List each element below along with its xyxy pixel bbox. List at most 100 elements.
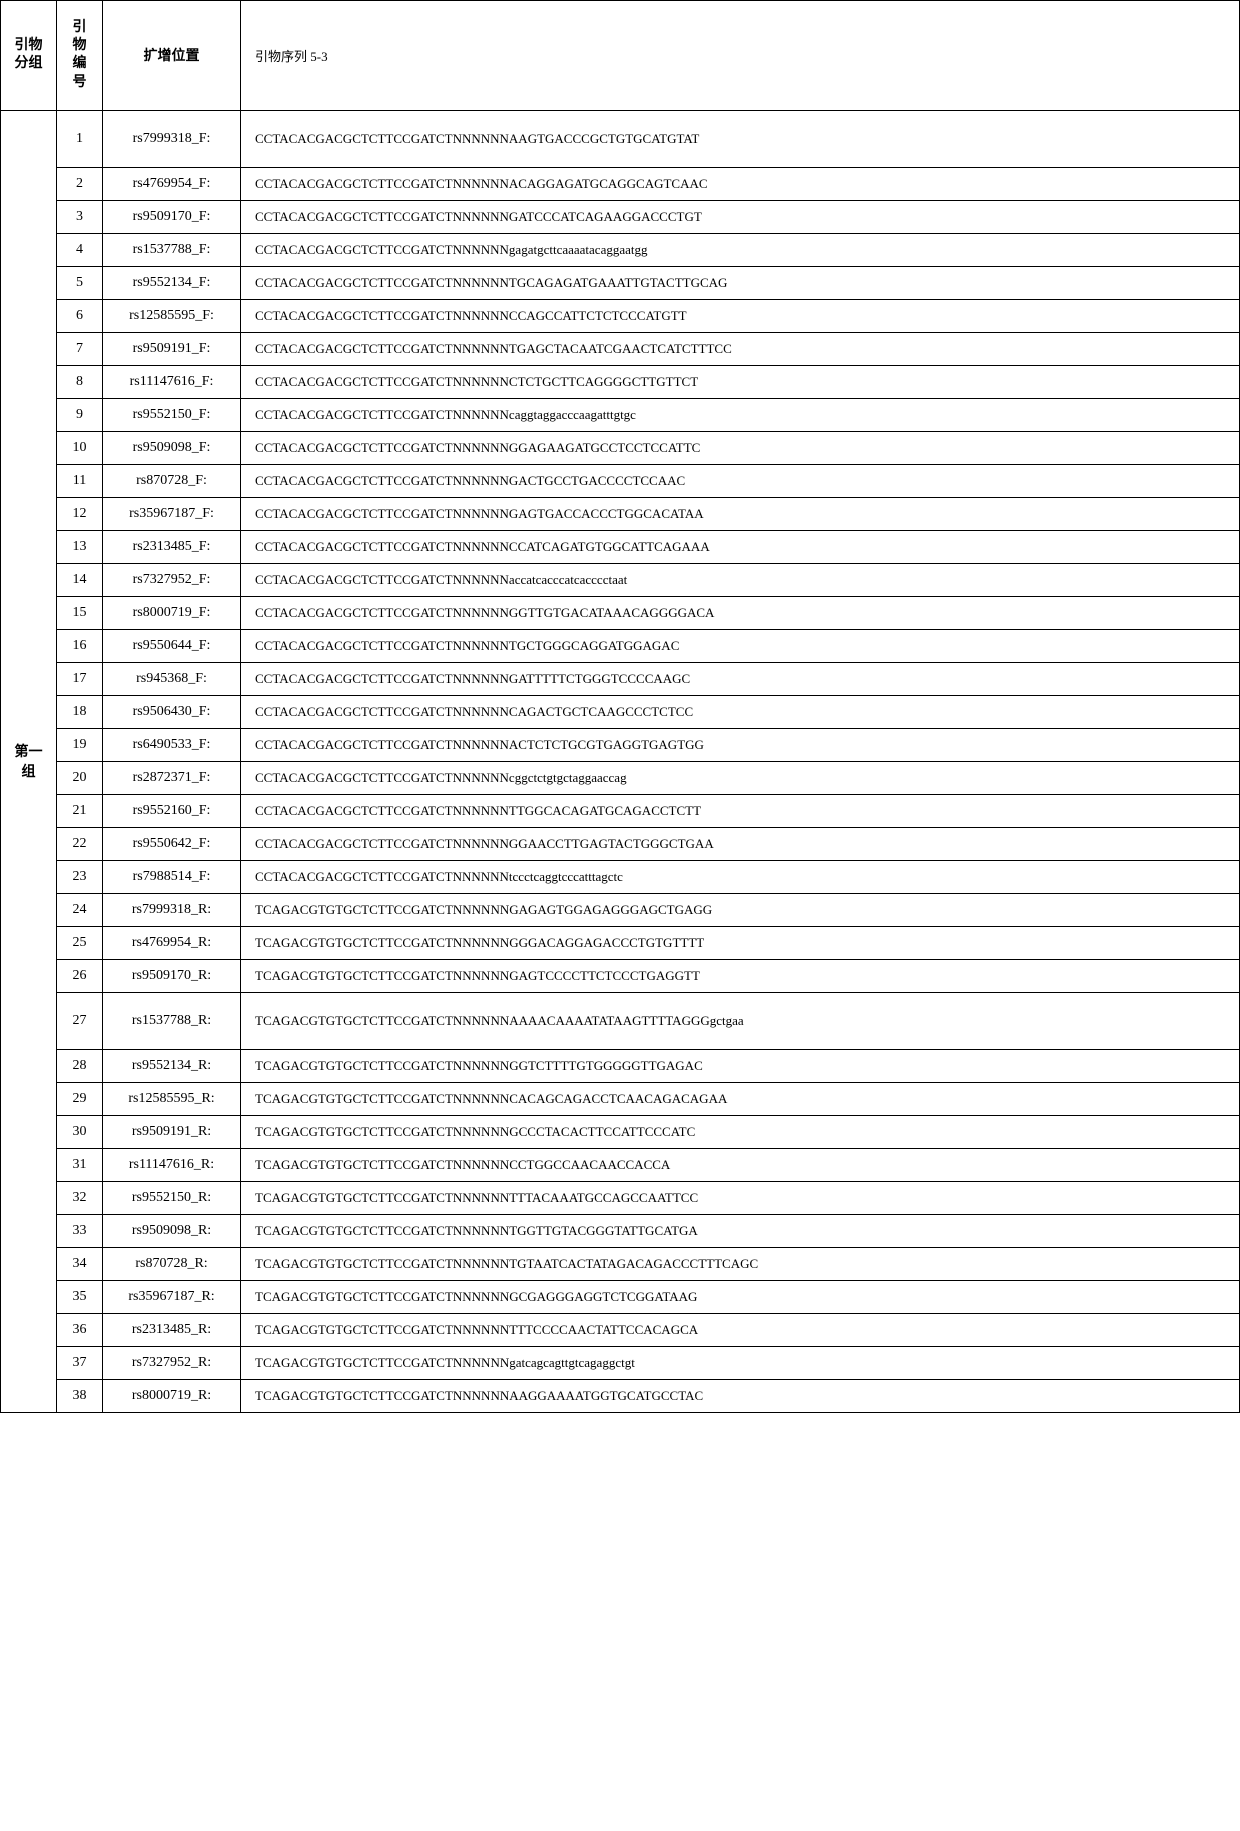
num-cell: 19 xyxy=(57,728,103,761)
seq-cell: CCTACACGACGCTCTTCCGATCTNNNNNNAAGTGACCCGC… xyxy=(241,110,1240,167)
table-row: 5rs9552134_F:CCTACACGACGCTCTTCCGATCTNNNN… xyxy=(1,266,1240,299)
table-row: 10rs9509098_F:CCTACACGACGCTCTTCCGATCTNNN… xyxy=(1,431,1240,464)
num-cell: 35 xyxy=(57,1280,103,1313)
table-row: 27rs1537788_R:TCAGACGTGTGCTCTTCCGATCTNNN… xyxy=(1,992,1240,1049)
pos-cell: rs11147616_R: xyxy=(103,1148,241,1181)
pos-cell: rs9552134_R: xyxy=(103,1049,241,1082)
seq-cell: CCTACACGACGCTCTTCCGATCTNNNNNNCCAGCCATTCT… xyxy=(241,299,1240,332)
num-cell: 16 xyxy=(57,629,103,662)
table-row: 22rs9550642_F:CCTACACGACGCTCTTCCGATCTNNN… xyxy=(1,827,1240,860)
seq-cell: CCTACACGACGCTCTTCCGATCTNNNNNNTGCTGGGCAGG… xyxy=(241,629,1240,662)
header-num: 引物编号 xyxy=(57,1,103,111)
num-cell: 23 xyxy=(57,860,103,893)
table-row: 24rs7999318_R:TCAGACGTGTGCTCTTCCGATCTNNN… xyxy=(1,893,1240,926)
num-cell: 10 xyxy=(57,431,103,464)
num-cell: 37 xyxy=(57,1346,103,1379)
seq-cell: TCAGACGTGTGCTCTTCCGATCTNNNNNNTTTCCCCAACT… xyxy=(241,1313,1240,1346)
table-row: 第一组1rs7999318_F:CCTACACGACGCTCTTCCGATCTN… xyxy=(1,110,1240,167)
num-cell: 2 xyxy=(57,167,103,200)
pos-cell: rs2313485_R: xyxy=(103,1313,241,1346)
table-row: 18rs9506430_F:CCTACACGACGCTCTTCCGATCTNNN… xyxy=(1,695,1240,728)
table-row: 38rs8000719_R:TCAGACGTGTGCTCTTCCGATCTNNN… xyxy=(1,1379,1240,1412)
seq-cell: CCTACACGACGCTCTTCCGATCTNNNNNNACTCTCTGCGT… xyxy=(241,728,1240,761)
pos-cell: rs9552134_F: xyxy=(103,266,241,299)
num-cell: 30 xyxy=(57,1115,103,1148)
pos-cell: rs7999318_F: xyxy=(103,110,241,167)
num-cell: 1 xyxy=(57,110,103,167)
num-cell: 12 xyxy=(57,497,103,530)
seq-cell: CCTACACGACGCTCTTCCGATCTNNNNNNGGAGAAGATGC… xyxy=(241,431,1240,464)
seq-cell: TCAGACGTGTGCTCTTCCGATCTNNNNNNAAGGAAAATGG… xyxy=(241,1379,1240,1412)
pos-cell: rs8000719_R: xyxy=(103,1379,241,1412)
num-cell: 32 xyxy=(57,1181,103,1214)
num-cell: 38 xyxy=(57,1379,103,1412)
pos-cell: rs2872371_F: xyxy=(103,761,241,794)
pos-cell: rs9552150_F: xyxy=(103,398,241,431)
seq-cell: TCAGACGTGTGCTCTTCCGATCTNNNNNNgatcagcagtt… xyxy=(241,1346,1240,1379)
num-cell: 25 xyxy=(57,926,103,959)
pos-cell: rs9552150_R: xyxy=(103,1181,241,1214)
seq-cell: CCTACACGACGCTCTTCCGATCTNNNNNNtccctcaggtc… xyxy=(241,860,1240,893)
pos-cell: rs870728_F: xyxy=(103,464,241,497)
num-cell: 33 xyxy=(57,1214,103,1247)
seq-cell: CCTACACGACGCTCTTCCGATCTNNNNNNGAGTGACCACC… xyxy=(241,497,1240,530)
pos-cell: rs7327952_R: xyxy=(103,1346,241,1379)
seq-cell: TCAGACGTGTGCTCTTCCGATCTNNNNNNTGGTTGTACGG… xyxy=(241,1214,1240,1247)
num-cell: 11 xyxy=(57,464,103,497)
table-row: 26rs9509170_R:TCAGACGTGTGCTCTTCCGATCTNNN… xyxy=(1,959,1240,992)
pos-cell: rs9506430_F: xyxy=(103,695,241,728)
num-cell: 15 xyxy=(57,596,103,629)
seq-cell: TCAGACGTGTGCTCTTCCGATCTNNNNNNGAGTCCCCTTC… xyxy=(241,959,1240,992)
pos-cell: rs8000719_F: xyxy=(103,596,241,629)
primer-table: 引物 分组 引物编号 扩增位置 引物序列 5-3 第一组1rs7999318_F… xyxy=(0,0,1240,1413)
seq-cell: TCAGACGTGTGCTCTTCCGATCTNNNNNNTGTAATCACTA… xyxy=(241,1247,1240,1280)
num-cell: 18 xyxy=(57,695,103,728)
table-row: 8rs11147616_F:CCTACACGACGCTCTTCCGATCTNNN… xyxy=(1,365,1240,398)
table-row: 9rs9552150_F:CCTACACGACGCTCTTCCGATCTNNNN… xyxy=(1,398,1240,431)
seq-cell: CCTACACGACGCTCTTCCGATCTNNNNNNcaggtaggacc… xyxy=(241,398,1240,431)
pos-cell: rs1537788_R: xyxy=(103,992,241,1049)
pos-cell: rs9552160_F: xyxy=(103,794,241,827)
pos-cell: rs11147616_F: xyxy=(103,365,241,398)
pos-cell: rs12585595_F: xyxy=(103,299,241,332)
pos-cell: rs4769954_R: xyxy=(103,926,241,959)
num-cell: 34 xyxy=(57,1247,103,1280)
table-row: 6rs12585595_F:CCTACACGACGCTCTTCCGATCTNNN… xyxy=(1,299,1240,332)
header-seq: 引物序列 5-3 xyxy=(241,1,1240,111)
table-row: 15rs8000719_F:CCTACACGACGCTCTTCCGATCTNNN… xyxy=(1,596,1240,629)
table-row: 12rs35967187_F:CCTACACGACGCTCTTCCGATCTNN… xyxy=(1,497,1240,530)
seq-cell: TCAGACGTGTGCTCTTCCGATCTNNNNNNCACAGCAGACC… xyxy=(241,1082,1240,1115)
seq-cell: CCTACACGACGCTCTTCCGATCTNNNNNNTGCAGAGATGA… xyxy=(241,266,1240,299)
header-group: 引物 分组 xyxy=(1,1,57,111)
seq-cell: CCTACACGACGCTCTTCCGATCTNNNNNNTTGGCACAGAT… xyxy=(241,794,1240,827)
pos-cell: rs12585595_R: xyxy=(103,1082,241,1115)
table-row: 20rs2872371_F:CCTACACGACGCTCTTCCGATCTNNN… xyxy=(1,761,1240,794)
num-cell: 6 xyxy=(57,299,103,332)
pos-cell: rs945368_F: xyxy=(103,662,241,695)
pos-cell: rs35967187_F: xyxy=(103,497,241,530)
table-row: 7rs9509191_F:CCTACACGACGCTCTTCCGATCTNNNN… xyxy=(1,332,1240,365)
table-row: 3rs9509170_F:CCTACACGACGCTCTTCCGATCTNNNN… xyxy=(1,200,1240,233)
table-row: 32rs9552150_R:TCAGACGTGTGCTCTTCCGATCTNNN… xyxy=(1,1181,1240,1214)
num-cell: 26 xyxy=(57,959,103,992)
seq-cell: TCAGACGTGTGCTCTTCCGATCTNNNNNNTTTACAAATGC… xyxy=(241,1181,1240,1214)
num-cell: 13 xyxy=(57,530,103,563)
table-body: 第一组1rs7999318_F:CCTACACGACGCTCTTCCGATCTN… xyxy=(1,110,1240,1412)
table-row: 28rs9552134_R:TCAGACGTGTGCTCTTCCGATCTNNN… xyxy=(1,1049,1240,1082)
seq-cell: CCTACACGACGCTCTTCCGATCTNNNNNNaccatcaccca… xyxy=(241,563,1240,596)
seq-cell: CCTACACGACGCTCTTCCGATCTNNNNNNGATCCCATCAG… xyxy=(241,200,1240,233)
seq-cell: CCTACACGACGCTCTTCCGATCTNNNNNNGACTGCCTGAC… xyxy=(241,464,1240,497)
num-cell: 28 xyxy=(57,1049,103,1082)
table-row: 17rs945368_F:CCTACACGACGCTCTTCCGATCTNNNN… xyxy=(1,662,1240,695)
num-cell: 7 xyxy=(57,332,103,365)
seq-cell: TCAGACGTGTGCTCTTCCGATCTNNNNNNCCTGGCCAACA… xyxy=(241,1148,1240,1181)
table-row: 25rs4769954_R:TCAGACGTGTGCTCTTCCGATCTNNN… xyxy=(1,926,1240,959)
pos-cell: rs6490533_F: xyxy=(103,728,241,761)
table-row: 33rs9509098_R:TCAGACGTGTGCTCTTCCGATCTNNN… xyxy=(1,1214,1240,1247)
table-row: 31rs11147616_R:TCAGACGTGTGCTCTTCCGATCTNN… xyxy=(1,1148,1240,1181)
seq-cell: TCAGACGTGTGCTCTTCCGATCTNNNNNNGAGAGTGGAGA… xyxy=(241,893,1240,926)
pos-cell: rs7988514_F: xyxy=(103,860,241,893)
table-row: 36rs2313485_R:TCAGACGTGTGCTCTTCCGATCTNNN… xyxy=(1,1313,1240,1346)
seq-cell: CCTACACGACGCTCTTCCGATCTNNNNNNgagatgcttca… xyxy=(241,233,1240,266)
seq-cell: CCTACACGACGCTCTTCCGATCTNNNNNNGATTTTTCTGG… xyxy=(241,662,1240,695)
